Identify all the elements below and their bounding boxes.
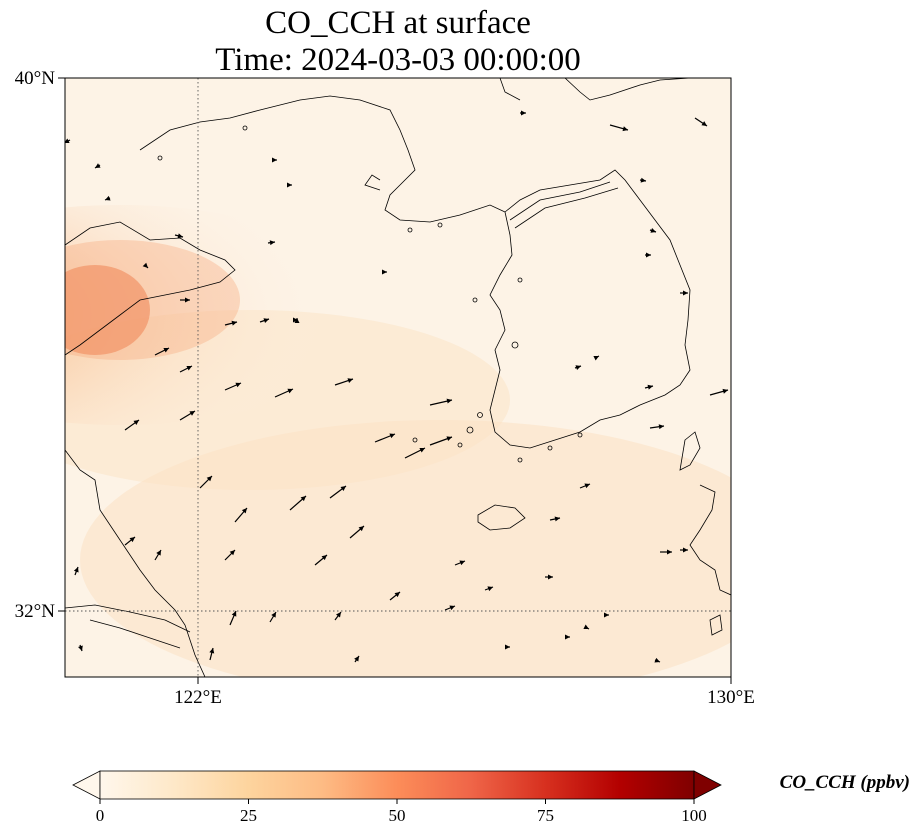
wind-arrow-head bbox=[142, 262, 148, 268]
wind-arrow-head bbox=[129, 537, 135, 543]
colorbar-min-extend bbox=[72, 770, 101, 800]
wind-arrow-head bbox=[269, 240, 275, 246]
wind-arrow-head bbox=[287, 388, 293, 394]
colorbar-tick-50: 50 bbox=[389, 806, 406, 825]
wind-arrow-head bbox=[231, 611, 237, 617]
wind-arrow-head bbox=[658, 424, 664, 430]
colorbar-tick-75: 75 bbox=[537, 806, 554, 825]
wind-arrow-head bbox=[271, 612, 276, 618]
lon-label-122e: 122°E bbox=[174, 687, 222, 708]
wind-arrow-head bbox=[133, 420, 139, 425]
map-time-subtitle: Time: 2024-03-03 00:00:00 bbox=[215, 42, 581, 78]
wind-vectors bbox=[65, 110, 729, 663]
colorbar-tick-0: 0 bbox=[96, 806, 105, 825]
axis-ticks bbox=[58, 77, 732, 684]
gridlines bbox=[65, 78, 731, 677]
colorbar-max-extend bbox=[693, 770, 722, 800]
wind-arrow-head bbox=[300, 496, 306, 502]
wind-arrow-head bbox=[209, 648, 215, 654]
wind-arrow-head bbox=[105, 195, 111, 201]
wind-arrow-head bbox=[336, 612, 341, 618]
wind-arrow-head bbox=[565, 634, 570, 640]
wind-arrow-head bbox=[354, 656, 359, 662]
wind-arrow-head bbox=[73, 567, 79, 573]
wind-arrow-head bbox=[459, 560, 465, 566]
wind-arrow-head bbox=[177, 233, 183, 239]
wind-arrow-head bbox=[321, 555, 327, 561]
wind-arrow-head bbox=[78, 645, 83, 651]
wind-arrow-head bbox=[231, 320, 237, 326]
lat-label-32n: 32°N bbox=[15, 601, 56, 622]
wind-arrow-head bbox=[647, 384, 653, 390]
wind-arrow-head bbox=[554, 516, 560, 522]
wind-arrow-head bbox=[95, 163, 101, 168]
wind-arrow-head bbox=[287, 182, 292, 188]
wind-arrow-head bbox=[646, 252, 651, 258]
wind-arrow-head bbox=[622, 126, 628, 132]
wind-arrow-head bbox=[667, 549, 672, 555]
colorbar-tick-100: 100 bbox=[681, 806, 707, 825]
wind-arrow-head bbox=[654, 657, 660, 663]
lat-label-40n: 40°N bbox=[15, 68, 56, 89]
wind-arrow-head bbox=[185, 297, 190, 303]
wind-arrow-head bbox=[575, 365, 581, 370]
wind-arrow-head bbox=[683, 547, 688, 553]
wind-arrow-head bbox=[382, 269, 387, 275]
wind-arrow-head bbox=[263, 318, 269, 323]
wind-arrow-head bbox=[186, 366, 192, 371]
wind-arrow-head bbox=[340, 486, 346, 491]
wind-arrow-head bbox=[419, 448, 425, 453]
coastlines bbox=[65, 78, 731, 677]
wind-arrow-head bbox=[583, 624, 589, 629]
wind-arrow-head bbox=[604, 612, 609, 618]
wind-arrow-head bbox=[394, 592, 400, 598]
wind-arrow-head bbox=[650, 228, 656, 233]
wind-arrow-head bbox=[241, 508, 247, 514]
wind-arrow-head bbox=[347, 378, 353, 383]
wind-arrow-head bbox=[683, 290, 688, 296]
map-frame bbox=[64, 77, 732, 678]
colorbar-tick-25: 25 bbox=[240, 806, 257, 825]
wind-arrow-head bbox=[640, 177, 646, 183]
colorbar-gradient bbox=[99, 770, 695, 800]
wind-arrow-head bbox=[593, 356, 599, 361]
wind-arrow-head bbox=[156, 550, 161, 556]
wind-arrow-head bbox=[272, 157, 277, 163]
wind-arrow-head bbox=[548, 574, 553, 580]
wind-arrow-head bbox=[294, 318, 300, 323]
wind-arrow-head bbox=[521, 110, 526, 116]
wind-arrow-head bbox=[235, 382, 241, 388]
wind-arrow-head bbox=[189, 411, 195, 416]
wind-arrow-head bbox=[701, 121, 707, 126]
wind-arrow-head bbox=[505, 644, 510, 650]
wind-arrow-head bbox=[389, 433, 395, 439]
wind-arrow-head bbox=[229, 550, 235, 556]
concentration-field bbox=[65, 78, 731, 677]
wind-arrow-head bbox=[449, 605, 455, 611]
wind-arrow-head bbox=[584, 483, 590, 489]
wind-arrow-head bbox=[65, 138, 70, 143]
wind-arrow-head bbox=[293, 317, 298, 323]
wind-arrow-head bbox=[163, 348, 169, 353]
colorbar: 0 25 50 75 100 CO_CCH (ppbv) bbox=[72, 770, 910, 825]
wind-arrow-head bbox=[487, 586, 493, 592]
wind-arrow-head bbox=[358, 526, 364, 532]
wind-arrow-head bbox=[446, 436, 452, 442]
colorbar-label: CO_CCH (ppbv) bbox=[780, 772, 910, 793]
map-title: CO_CCH at surface bbox=[265, 5, 531, 41]
wind-arrow-head bbox=[446, 398, 452, 404]
wind-arrow-head bbox=[206, 476, 212, 482]
lon-label-130e: 130°E bbox=[707, 687, 755, 708]
wind-arrow-head bbox=[722, 388, 728, 394]
